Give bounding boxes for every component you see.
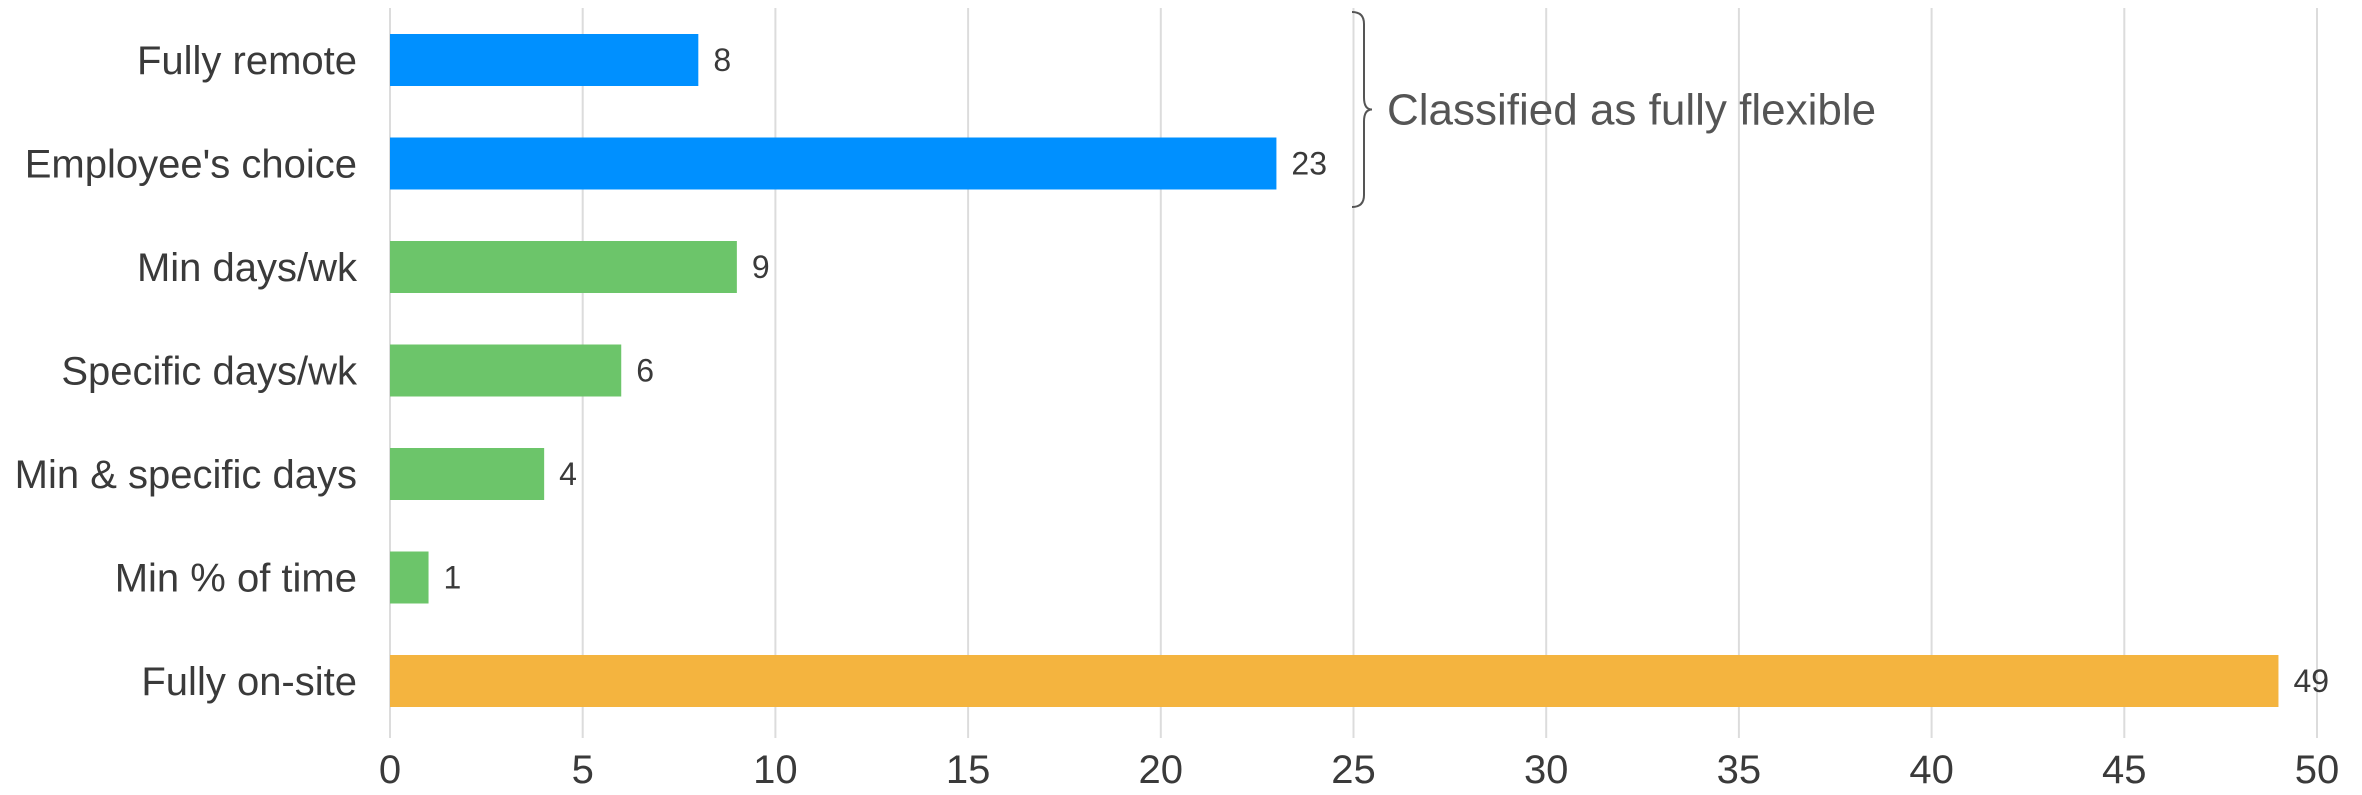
gridlines <box>389 8 2318 738</box>
category-label: Fully on-site <box>141 660 357 704</box>
category-label: Min & specific days <box>15 453 357 497</box>
category-label: Min % of time <box>115 557 357 601</box>
x-tick-label: 20 <box>1139 748 1184 792</box>
x-tick-label: 5 <box>572 748 594 792</box>
x-tick-label: 15 <box>946 748 991 792</box>
x-tick-label: 30 <box>1524 748 1569 792</box>
x-tick-label: 0 <box>379 748 401 792</box>
x-tick-label: 25 <box>1331 748 1376 792</box>
category-labels: Fully remote Employee's choice Min days/wk… <box>15 39 358 704</box>
category-label: Min days/wk <box>137 246 358 290</box>
bar-fully-on-site <box>390 655 2279 707</box>
data-label: 23 <box>1291 146 1327 182</box>
category-label: Employee's choice <box>25 143 357 187</box>
bar-min-of-time <box>390 551 429 604</box>
curly-bracket <box>1351 11 1373 208</box>
x-tick-label: 10 <box>753 748 798 792</box>
data-label: 4 <box>559 456 577 492</box>
annotation-label: Classified as fully flexible <box>1387 86 1876 135</box>
x-tick-label: 35 <box>1717 748 1762 792</box>
data-label: 6 <box>636 353 654 389</box>
x-tick-label: 50 <box>2295 748 2340 792</box>
data-label: 9 <box>752 249 770 285</box>
x-tick-label: 40 <box>1909 748 1954 792</box>
x-tick-label: 45 <box>2102 748 2147 792</box>
data-label: 1 <box>444 560 462 596</box>
x-axis-tick-labels: 0 5 10 15 20 25 30 35 40 45 50 <box>379 748 2339 792</box>
data-label: 49 <box>2293 663 2329 699</box>
bar-fully-remote <box>390 34 699 86</box>
bar-min-specific-days <box>390 448 545 500</box>
bar-employee-s-choice <box>390 137 1277 190</box>
category-label: Specific days/wk <box>61 350 358 394</box>
annotation-group: Classified as fully flexible <box>1351 11 1876 208</box>
bar-specific-days-wk <box>390 344 622 397</box>
data-labels: 8 23 9 6 4 1 49 <box>444 42 2330 699</box>
category-label: Fully remote <box>137 39 357 83</box>
bars <box>390 34 2279 707</box>
data-label: 8 <box>713 42 731 78</box>
bar-min-days-wk <box>390 241 737 293</box>
